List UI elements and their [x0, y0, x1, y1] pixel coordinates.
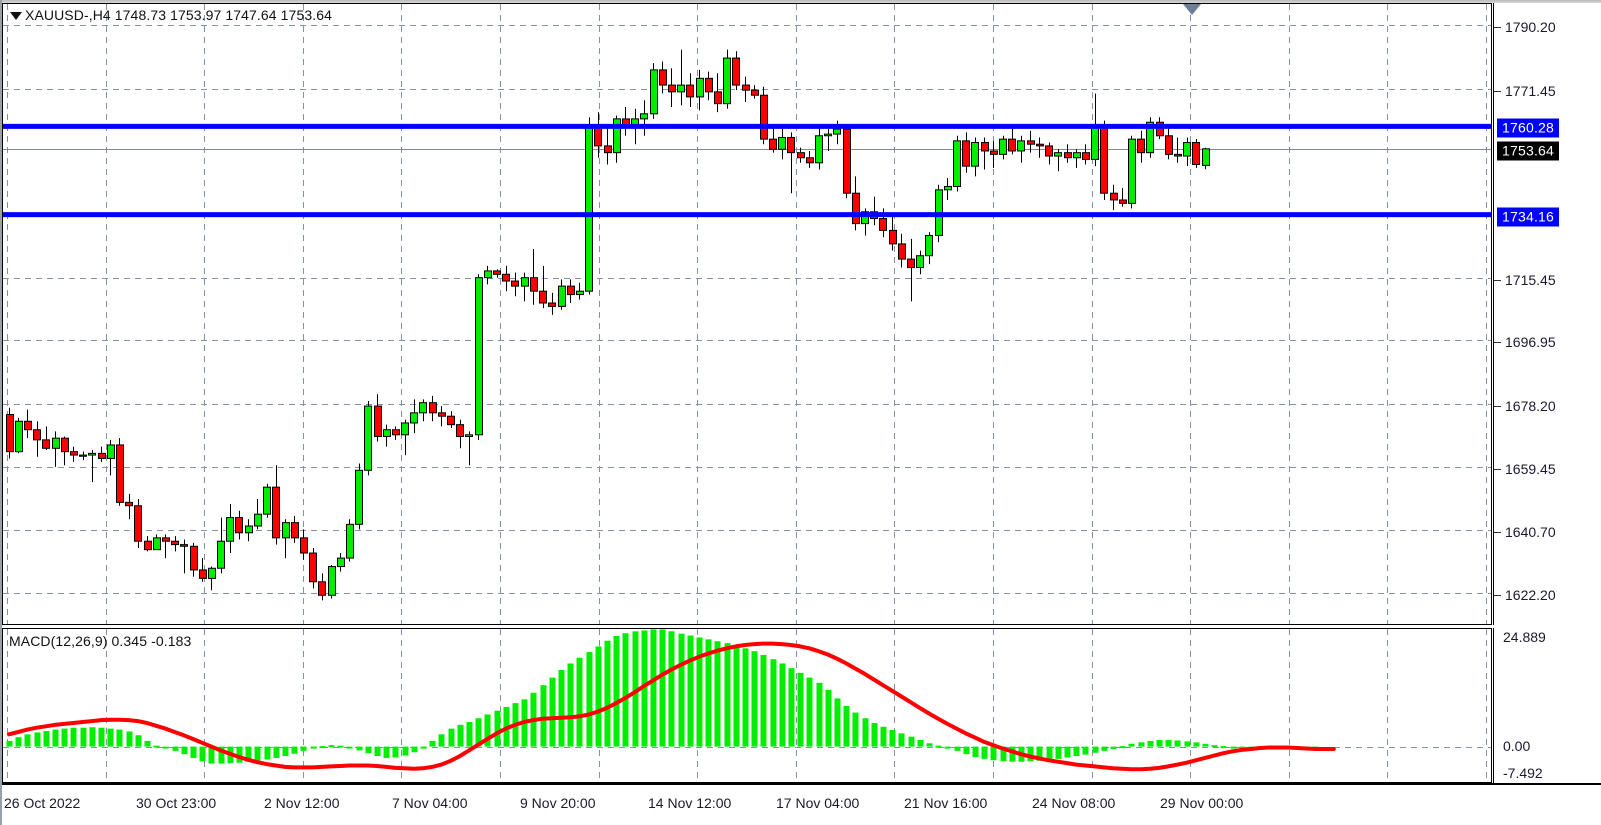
- price-axis-tick: [1494, 27, 1501, 28]
- price-axis[interactable]: 1790.20 1771.45 1715.45 1696.95 1678.20 1659.…: [1493, 3, 1601, 625]
- macd-chart-canvas: [3, 629, 1491, 782]
- price-axis-label: 1659.45: [1505, 461, 1556, 478]
- time-axis-label: 30 Oct 23:00: [136, 795, 217, 811]
- price-axis-tick: [1494, 595, 1501, 596]
- macd-indicator-pane[interactable]: MACD(12,26,9) 0.345 -0.183: [2, 628, 1492, 783]
- window-top-border: [0, 0, 1601, 3]
- price-axis-label: 1622.20: [1505, 586, 1556, 603]
- time-axis-label: 17 Nov 04:00: [776, 795, 860, 811]
- price-axis-tick: [1494, 91, 1501, 92]
- price-axis-label: 1790.20: [1505, 19, 1556, 36]
- price-axis-tick: [1494, 280, 1501, 281]
- time-axis-label: 24 Nov 08:00: [1032, 795, 1116, 811]
- time-axis-label: 7 Nov 04:00: [392, 795, 468, 811]
- time-axis-label: 2 Nov 12:00: [264, 795, 340, 811]
- macd-axis-label: -7.492: [1503, 765, 1543, 781]
- triangle-down-icon[interactable]: [10, 12, 22, 20]
- price-axis-tick: [1494, 342, 1501, 343]
- time-axis-label: 14 Nov 12:00: [648, 795, 732, 811]
- macd-axis-label: 0.00: [1503, 737, 1531, 754]
- price-axis-label: 1696.95: [1505, 334, 1556, 351]
- symbol-ohlc-text: XAUUSD-,H4 1748.73 1753.97 1747.64 1753.…: [25, 7, 332, 23]
- price-axis-tick: [1494, 406, 1501, 407]
- window-left-border: [0, 0, 2, 825]
- price-chart-pane[interactable]: XAUUSD-,H4 1748.73 1753.97 1747.64 1753.…: [2, 3, 1492, 625]
- price-axis-label: 1678.20: [1505, 397, 1556, 414]
- time-axis-label: 21 Nov 16:00: [904, 795, 988, 811]
- triangle-down-marker-icon[interactable]: [1183, 4, 1201, 15]
- current-price-badge[interactable]: 1753.64: [1497, 141, 1560, 161]
- macd-axis[interactable]: 24.889 0.00 -7.492: [1493, 628, 1601, 783]
- price-axis-label: 1771.45: [1505, 82, 1556, 99]
- macd-header-label: MACD(12,26,9) 0.345 -0.183: [9, 633, 191, 649]
- time-axis-label: 29 Nov 00:00: [1160, 795, 1244, 811]
- price-axis-label: 1715.45: [1505, 271, 1556, 288]
- price-axis-tick: [1494, 532, 1501, 533]
- chart-header-label: XAUUSD-,H4 1748.73 1753.97 1747.64 1753.…: [25, 7, 332, 23]
- price-chart-canvas: [3, 4, 1491, 624]
- time-axis-label: 9 Nov 20:00: [520, 795, 596, 811]
- price-axis-tick: [1494, 469, 1501, 470]
- macd-axis-label: 24.889: [1503, 629, 1546, 645]
- time-axis[interactable]: 26 Oct 2022 30 Oct 23:00 2 Nov 12:00 7 Nov …: [2, 783, 1601, 825]
- level-price-badge[interactable]: 1760.28: [1497, 118, 1560, 138]
- time-axis-label: 26 Oct 2022: [4, 795, 81, 811]
- price-axis-label: 1640.70: [1505, 524, 1556, 541]
- macd-title-text: MACD(12,26,9) 0.345 -0.183: [9, 633, 192, 649]
- level-price-badge[interactable]: 1734.16: [1497, 207, 1560, 227]
